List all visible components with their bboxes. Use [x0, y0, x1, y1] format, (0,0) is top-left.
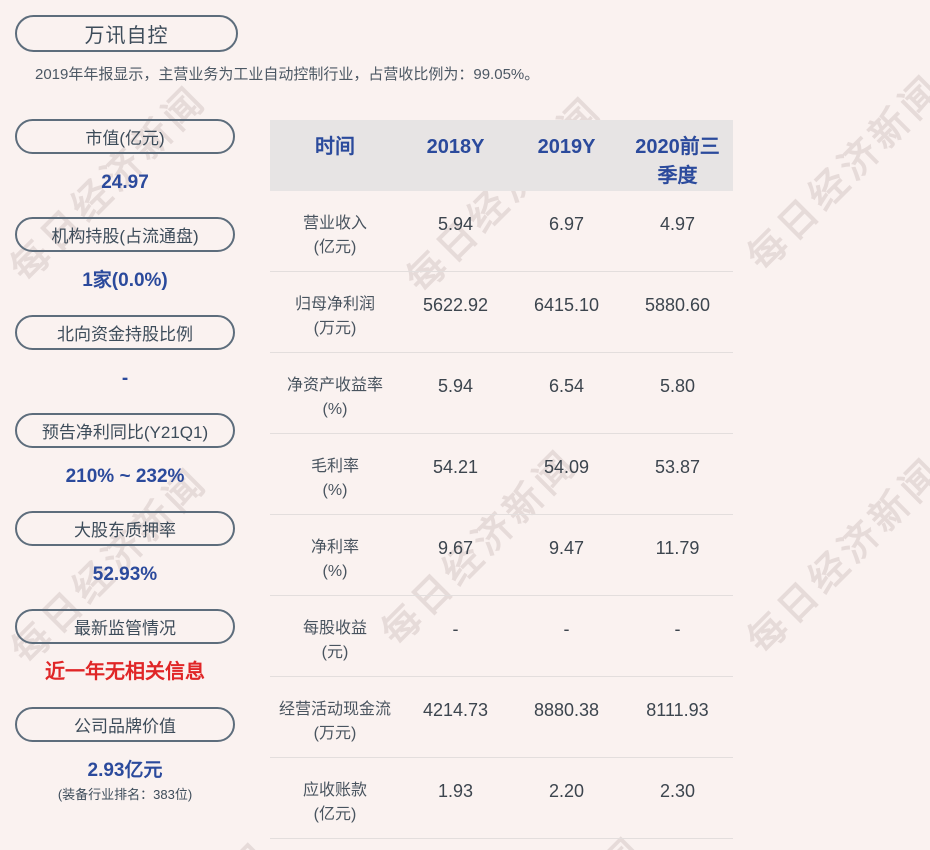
company-name-pill: 万讯自控 — [15, 15, 238, 52]
value-2018: 1.93 — [437, 781, 474, 801]
stat-note: (装备行业排名：383位) — [57, 787, 193, 802]
table-row-net-profit: 归母净利润 (万元) 5622.92 6415.10 5880.60 — [270, 272, 733, 353]
value-2018: 54.21 — [432, 457, 479, 477]
stat-market-cap: 市值(亿元) 24.97 — [15, 119, 235, 195]
metric-label: 每股收益 (元) — [302, 620, 367, 661]
table-row-gross-margin: 毛利率 (%) 54.21 54.09 53.87 — [270, 434, 733, 515]
stat-label: 机构持股(占流通盘) — [51, 227, 199, 246]
table-row-roe: 净资产收益率 (%) 5.94 6.54 5.80 — [270, 353, 733, 434]
stat-label-pill: 大股东质押率 — [15, 511, 235, 546]
table-header-2019: 2019Y — [537, 136, 596, 158]
value-2018: 4214.73 — [422, 700, 489, 720]
table-header-2018: 2018Y — [426, 136, 485, 158]
value-2018: 5622.92 — [422, 295, 489, 315]
metric-label: 应收账款 (亿元) — [302, 782, 367, 823]
value-2019: - — [563, 619, 570, 639]
value-2020q3: 4.97 — [659, 214, 696, 234]
value-2019: 2.20 — [548, 781, 585, 801]
stat-value: 1家(0.0%) — [82, 270, 168, 291]
value-2020q3: 53.87 — [654, 457, 701, 477]
value-2020q3: 8111.93 — [646, 700, 709, 720]
stat-institutional-holdings: 机构持股(占流通盘) 1家(0.0%) — [15, 217, 235, 293]
value-2019: 6.97 — [548, 214, 585, 234]
table-header-row: 时间 2018Y 2019Y 2020前三季度 — [270, 120, 733, 191]
company-name: 万讯自控 — [84, 25, 169, 47]
stat-label: 大股东质押率 — [74, 521, 176, 540]
table-row-revenue: 营业收入 (亿元) 5.94 6.97 4.97 — [270, 191, 733, 272]
stat-latest-regulation: 最新监管情况 近一年无相关信息 — [15, 609, 235, 685]
value-2019: 6.54 — [548, 376, 585, 396]
value-2019: 6415.10 — [533, 295, 600, 315]
table-row-operating-cashflow: 经营活动现金流 (万元) 4214.73 8880.38 8111.93 — [270, 677, 733, 758]
stat-label: 北向资金持股比例 — [57, 325, 193, 344]
table-row-eps: 每股收益 (元) - - - — [270, 596, 733, 677]
value-2020q3: 2.30 — [659, 781, 696, 801]
watermark-text: 每日经济新闻 — [61, 827, 282, 850]
metric-label: 净资产收益率 (%) — [286, 377, 383, 418]
value-2020q3: 11.79 — [655, 538, 700, 558]
table-header-time: 时间 — [315, 136, 355, 158]
metric-label: 净利率 (%) — [310, 539, 359, 580]
metric-label: 经营活动现金流 (万元) — [278, 701, 391, 742]
financial-table: 时间 2018Y 2019Y 2020前三季度 营业收入 (亿元) 5.94 6.… — [270, 120, 733, 839]
watermark-text: 每日经济新闻 — [740, 67, 930, 280]
value-2019: 54.09 — [543, 457, 590, 477]
stat-label-pill: 市值(亿元) — [15, 119, 235, 154]
metric-label: 营业收入 (亿元) — [302, 215, 367, 256]
value-2018: 5.94 — [437, 214, 474, 234]
watermark-text: 每日经济新闻 — [740, 450, 930, 663]
value-2018: 5.94 — [437, 376, 474, 396]
value-2019: 9.47 — [548, 538, 585, 558]
watermark-text: 每日经济新闻 — [804, 827, 930, 850]
stat-label: 市值(亿元) — [85, 129, 165, 148]
stat-brand-value: 公司品牌价值 2.93亿元 (装备行业排名：383位) — [15, 707, 235, 803]
stat-value: - — [121, 368, 129, 389]
value-2018: 9.67 — [437, 538, 474, 558]
stat-label-pill: 机构持股(占流通盘) — [15, 217, 235, 252]
value-2020q3: - — [674, 619, 681, 639]
value-2018: - — [452, 619, 459, 639]
stat-label-pill: 预告净利同比(Y21Q1) — [15, 413, 235, 448]
stat-label: 预告净利同比(Y21Q1) — [41, 423, 209, 442]
table-row-accounts-receivable: 应收账款 (亿元) 1.93 2.20 2.30 — [270, 758, 733, 839]
stat-northbound-holding-ratio: 北向资金持股比例 - — [15, 315, 235, 391]
stat-value: 近一年无相关信息 — [45, 661, 205, 683]
table-row-net-margin: 净利率 (%) 9.67 9.47 11.79 — [270, 515, 733, 596]
stat-label-pill: 最新监管情况 — [15, 609, 235, 644]
business-summary: 2019年年报显示，主营业务为工业自动控制行业，占营收比例为：99.05%。 — [35, 66, 540, 83]
stat-label: 公司品牌价值 — [74, 717, 176, 736]
stat-forecast-profit-yoy: 预告净利同比(Y21Q1) 210% ~ 232% — [15, 413, 235, 489]
stat-label: 最新监管情况 — [74, 619, 176, 638]
stat-value: 24.97 — [101, 172, 149, 193]
stat-value: 210% ~ 232% — [65, 466, 185, 487]
value-2020q3: 5880.60 — [644, 295, 711, 315]
stat-major-shareholder-pledge: 大股东质押率 52.93% — [15, 511, 235, 587]
stat-value: 52.93% — [92, 564, 158, 585]
stat-label-pill: 公司品牌价值 — [15, 707, 235, 742]
table-header-2020q3: 2020前三季度 — [635, 136, 720, 187]
metric-label: 归母净利润 (万元) — [294, 296, 375, 337]
stat-label-pill: 北向资金持股比例 — [15, 315, 235, 350]
stat-value: 2.93亿元 — [87, 760, 163, 781]
value-2020q3: 5.80 — [659, 376, 696, 396]
value-2019: 8880.38 — [533, 700, 600, 720]
metric-label: 毛利率 (%) — [310, 458, 359, 499]
